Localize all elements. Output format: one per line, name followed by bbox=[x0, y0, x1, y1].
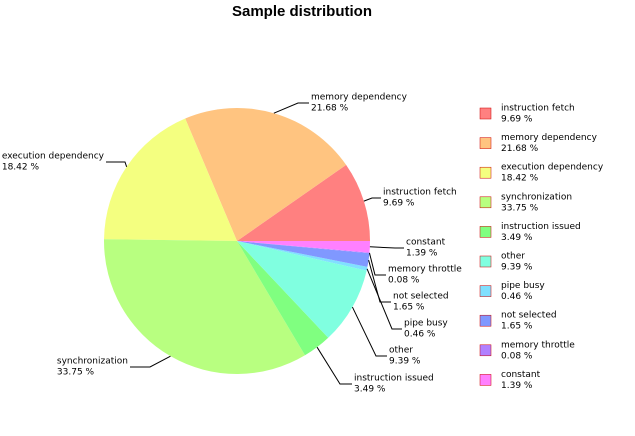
legend-swatch bbox=[479, 374, 492, 386]
legend-value: 9.69 % bbox=[501, 115, 533, 125]
slice-value-label: 33.75 % bbox=[57, 368, 95, 378]
leader-line bbox=[363, 197, 381, 202]
leader-line bbox=[130, 355, 171, 368]
slice-value-label: 21.68 % bbox=[311, 104, 349, 114]
legend-swatch bbox=[479, 255, 492, 268]
slice-label: pipe busy bbox=[404, 319, 448, 329]
leader-line bbox=[351, 306, 387, 357]
legend-swatch bbox=[479, 226, 492, 238]
legend-value: 3.49 % bbox=[501, 233, 533, 243]
legend-label: other bbox=[501, 252, 525, 262]
leader-line bbox=[273, 102, 309, 114]
legend-label: execution dependency bbox=[501, 163, 604, 173]
legend-label: memory throttle bbox=[501, 340, 575, 350]
leader-line bbox=[316, 346, 352, 385]
legend-value: 33.75 % bbox=[501, 203, 539, 213]
pie-slice bbox=[237, 164, 370, 241]
slice-label: constant bbox=[406, 238, 446, 248]
legend-value: 0.46 % bbox=[501, 292, 533, 302]
legend-label: instruction fetch bbox=[501, 104, 575, 114]
legend-value: 9.39 % bbox=[501, 263, 533, 273]
slice-label: synchronization bbox=[57, 357, 128, 367]
slice-label: instruction issued bbox=[354, 374, 434, 384]
legend-swatch bbox=[479, 314, 492, 327]
slice-label: execution dependency bbox=[2, 152, 105, 162]
slice-value-label: 9.69 % bbox=[383, 199, 415, 209]
legend-label: not selected bbox=[501, 311, 557, 321]
slice-value-label: 1.39 % bbox=[406, 249, 438, 259]
leader-line bbox=[106, 161, 128, 167]
leader-line bbox=[369, 246, 404, 249]
slice-label: not selected bbox=[393, 292, 449, 302]
pie-slice bbox=[237, 241, 367, 338]
slice-label: memory throttle bbox=[388, 265, 462, 275]
legend-value: 1.39 % bbox=[501, 381, 533, 391]
legend-value: 1.65 % bbox=[501, 322, 533, 332]
pie-slice bbox=[104, 118, 238, 241]
pie-slice bbox=[237, 241, 370, 267]
slice-value-label: 18.42 % bbox=[2, 163, 40, 173]
leader-line bbox=[368, 259, 391, 303]
legend-label: synchronization bbox=[501, 192, 572, 202]
pie-slice bbox=[237, 241, 329, 356]
legend-value: 21.68 % bbox=[501, 144, 539, 154]
legend-swatch bbox=[479, 344, 492, 357]
legend-value: 18.42 % bbox=[501, 174, 539, 184]
slice-label: other bbox=[389, 346, 413, 356]
slice-value-label: 1.65 % bbox=[393, 303, 425, 313]
legend-swatch bbox=[479, 166, 492, 179]
slice-value-label: 0.46 % bbox=[404, 330, 436, 340]
slice-label: memory dependency bbox=[311, 93, 408, 103]
legend-label: constant bbox=[501, 370, 541, 380]
pie-slice bbox=[103, 239, 305, 375]
legend-swatch bbox=[479, 285, 492, 297]
legend-label: instruction issued bbox=[501, 222, 581, 232]
slice-value-label: 0.08 % bbox=[388, 276, 420, 286]
legend-value: 0.08 % bbox=[501, 351, 533, 361]
legend-swatch bbox=[479, 137, 492, 149]
legend-label: pipe busy bbox=[501, 281, 545, 291]
legend-label: memory dependency bbox=[501, 133, 598, 143]
pie-slice bbox=[237, 241, 368, 271]
slice-value-label: 3.49 % bbox=[354, 385, 386, 395]
chart-title: Sample distribution bbox=[232, 3, 372, 20]
pie-slice bbox=[237, 241, 370, 253]
slice-value-label: 9.39 % bbox=[389, 357, 421, 367]
leader-line bbox=[368, 252, 386, 276]
legend-swatch bbox=[479, 107, 492, 120]
leader-line bbox=[366, 268, 402, 330]
slice-label: instruction fetch bbox=[383, 188, 457, 198]
legend-swatch bbox=[479, 196, 492, 209]
pie-slice bbox=[237, 241, 370, 254]
pie-slice bbox=[185, 108, 347, 241]
